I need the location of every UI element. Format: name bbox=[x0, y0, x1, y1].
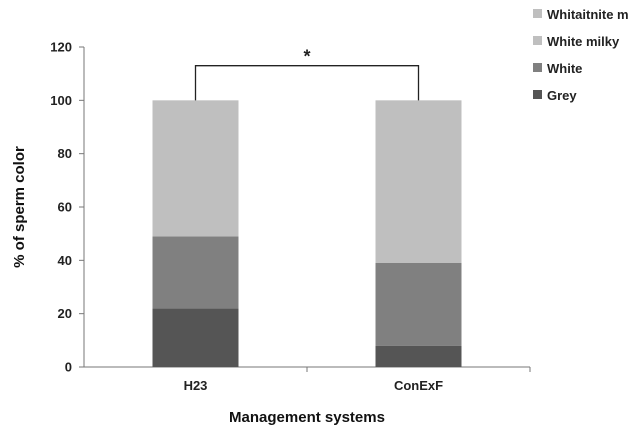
significance-bracket-line bbox=[194, 65, 420, 101]
y-tick-label: 60 bbox=[58, 200, 72, 215]
x-tick-label: H23 bbox=[184, 378, 208, 393]
legend-swatch bbox=[533, 90, 542, 99]
bars bbox=[152, 100, 462, 367]
y-tick-label: 20 bbox=[58, 306, 72, 321]
significance-bracket: * bbox=[194, 47, 420, 101]
y-tick-label: 80 bbox=[58, 146, 72, 161]
x-axis-labels: H23 ConExF bbox=[184, 367, 531, 393]
legend: Whitaitnite m White milky White Grey bbox=[533, 7, 629, 103]
y-axis-ticks: 0 20 40 60 80 100 120 bbox=[50, 40, 84, 375]
bar-segment-grey-h23 bbox=[152, 308, 239, 367]
bar-segment-white-milky-h23 bbox=[152, 100, 239, 237]
legend-swatch bbox=[533, 36, 542, 45]
bar-segment-white-h23 bbox=[152, 236, 239, 309]
legend-label: Grey bbox=[547, 88, 577, 103]
legend-label: White milky bbox=[547, 34, 620, 49]
y-tick-label: 40 bbox=[58, 253, 72, 268]
bar-segment-white-milky-conexf bbox=[375, 100, 462, 263]
legend-label: White bbox=[547, 61, 582, 76]
legend-swatch bbox=[533, 9, 542, 18]
bar-segment-white-conexf bbox=[375, 263, 462, 346]
y-tick-label: 100 bbox=[50, 93, 72, 108]
plot-area: 0 20 40 60 80 100 120 H23 ConExF * bbox=[50, 40, 531, 393]
x-tick-label: ConExF bbox=[394, 378, 443, 393]
x-axis-title: Management systems bbox=[229, 409, 385, 426]
y-tick-label: 0 bbox=[65, 360, 72, 375]
legend-label: Whitaitnite m bbox=[547, 7, 629, 22]
bar-segment-grey-conexf bbox=[375, 345, 462, 367]
y-axis-title: % of sperm color bbox=[11, 146, 28, 268]
y-tick-label: 120 bbox=[50, 40, 72, 55]
significance-marker: * bbox=[303, 47, 310, 67]
legend-swatch bbox=[533, 63, 542, 72]
